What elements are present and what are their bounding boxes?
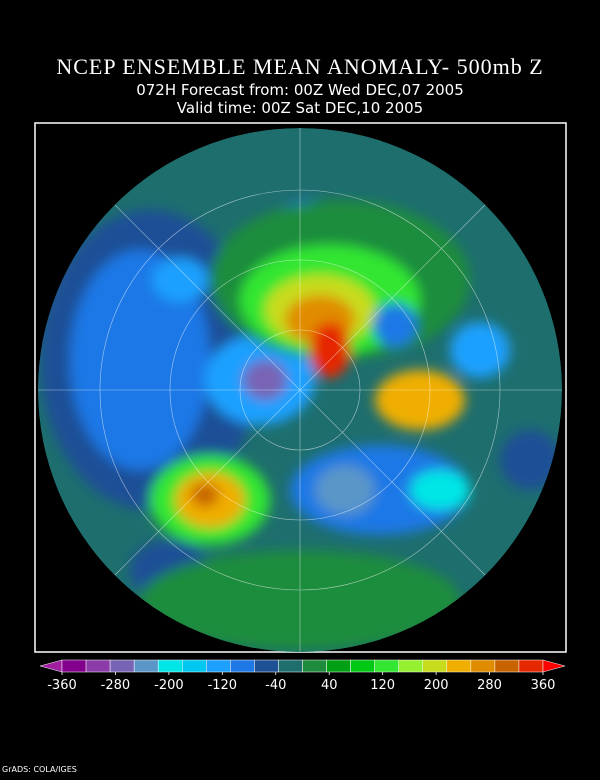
colorbar-label: -120 <box>208 678 238 693</box>
colorbar-label: -200 <box>154 678 184 693</box>
colorbar-label: -360 <box>47 678 77 693</box>
colorbar-segment <box>206 659 231 673</box>
title: NCEP ENSEMBLE MEAN ANOMALY- 500mb Z <box>56 54 543 79</box>
colorbar-segment <box>230 659 255 673</box>
colorbar-segment <box>494 659 520 673</box>
colorbar-segment <box>518 659 544 673</box>
colorbar-segment <box>182 659 207 673</box>
map <box>38 128 562 652</box>
colorbar-segment <box>254 659 279 673</box>
colorbar-arrow <box>39 659 63 673</box>
colorbar-label: 120 <box>370 678 395 693</box>
colorbar-segment <box>422 659 448 673</box>
colorbar-segment <box>61 659 87 673</box>
colorbar-label: 40 <box>321 678 338 693</box>
colorbar-segment <box>133 659 159 673</box>
colorbar-segment <box>470 659 496 673</box>
colorbar-label: -40 <box>265 678 286 693</box>
colorbar-segment <box>85 659 111 673</box>
colorbar-label: 360 <box>531 678 556 693</box>
colorbar-segment <box>278 659 303 673</box>
footer: GrADS: COLA/IGES <box>2 765 77 774</box>
colorbar-segment <box>398 659 424 673</box>
colorbar: -360 -280 -200 -120 -40 40 120 200 280 360 <box>39 659 566 693</box>
colorbar-segment <box>302 659 327 673</box>
colorbar-segment <box>446 659 472 673</box>
subtitle: 072H Forecast from: 00Z Wed DEC,07 2005 <box>136 81 464 99</box>
colorbar-segment <box>109 659 135 673</box>
subtitle: Valid time: 00Z Sat DEC,10 2005 <box>177 99 423 117</box>
colorbar-label: 280 <box>477 678 502 693</box>
colorbar-arrow <box>542 659 566 673</box>
colorbar-segment <box>326 659 351 673</box>
colorbar-segment <box>374 659 399 673</box>
colorbar-label: -280 <box>101 678 131 693</box>
colorbar-segment <box>157 659 183 673</box>
colorbar-segment <box>350 659 375 673</box>
colorbar-label: 200 <box>424 678 449 693</box>
